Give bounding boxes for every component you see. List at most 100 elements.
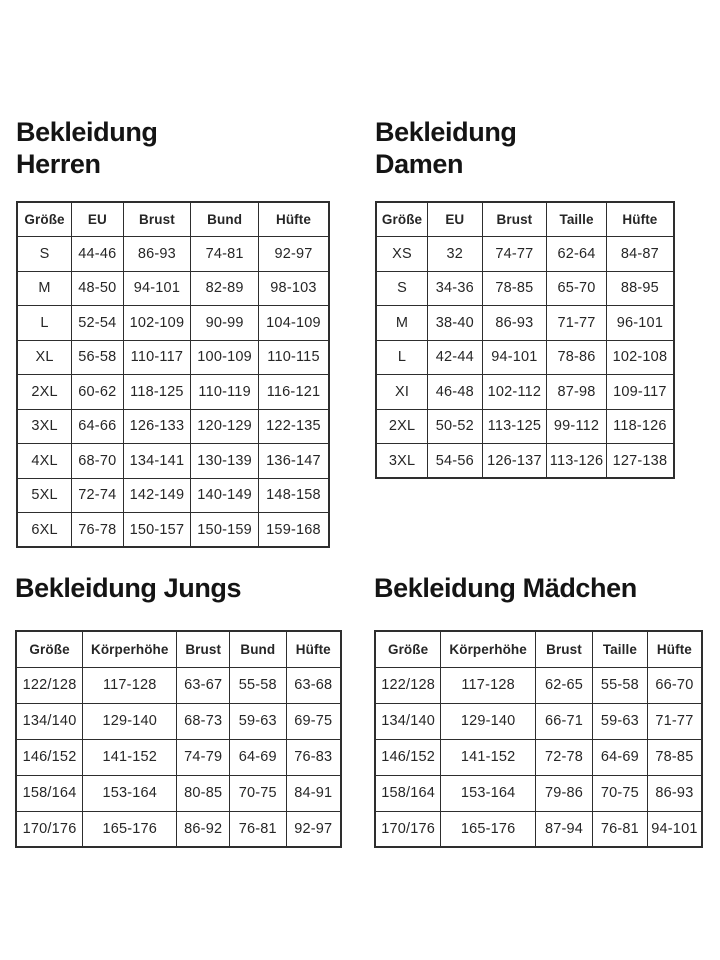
- column-header: Brust: [535, 630, 593, 668]
- table-cell: 64-69: [591, 738, 648, 776]
- section-jungs: Bekleidung Jungs Größe Körperhöhe Brust Bun…: [15, 572, 342, 848]
- column-header: Taille: [591, 630, 648, 668]
- table-cell: 86-92: [176, 810, 231, 848]
- table-cell: 66-70: [646, 666, 703, 704]
- table-cell: 136-147: [257, 443, 330, 479]
- table-cell: 5XL: [16, 477, 73, 513]
- table-cell: 170/176: [374, 810, 442, 848]
- table-cell: 90-99: [190, 305, 259, 341]
- table-row: 4XL 68-70 134-141 130-139 136-147: [16, 443, 330, 479]
- table-cell: L: [16, 305, 73, 341]
- table-cell: 126-137: [481, 443, 548, 479]
- table-cell: 150-159: [190, 512, 259, 548]
- table-cell: 76-78: [71, 512, 124, 548]
- table-cell: 69-75: [285, 702, 342, 740]
- column-header: Körperhöhe: [440, 630, 537, 668]
- table-cell: 109-117: [605, 374, 675, 410]
- table-cell: 134-141: [122, 443, 192, 479]
- column-header: Größe: [375, 201, 429, 237]
- table-row: XS 32 74-77 62-64 84-87: [375, 236, 675, 272]
- table-cell: 42-44: [427, 339, 483, 375]
- table-row: L 52-54 102-109 90-99 104-109: [16, 305, 330, 341]
- table-cell: 74-77: [481, 236, 548, 272]
- table-cell: 80-85: [176, 774, 231, 812]
- table-row: 3XL 54-56 126-137 113-126 127-138: [375, 443, 675, 479]
- table-cell: 113-126: [546, 443, 607, 479]
- maedchen-size-table: Größe Körperhöhe Brust Taille Hüfte 122/128 11…: [374, 630, 703, 848]
- table-cell: 68-70: [71, 443, 124, 479]
- table-cell: 165-176: [82, 810, 178, 848]
- table-cell: 63-67: [176, 666, 231, 704]
- table-cell: 66-71: [535, 702, 593, 740]
- table-cell: 110-117: [122, 339, 192, 375]
- table-row: S 44-46 86-93 74-81 92-97: [16, 236, 330, 272]
- table-cell: 59-63: [229, 702, 287, 740]
- table-cell: 74-81: [190, 236, 259, 272]
- table-header-row: Größe EU Brust Bund Hüfte: [16, 201, 330, 237]
- column-header: Brust: [176, 630, 231, 668]
- table-cell: M: [16, 270, 73, 306]
- table-cell: 122/128: [15, 666, 84, 704]
- table-cell: 142-149: [122, 477, 192, 513]
- table-cell: L: [375, 339, 429, 375]
- table-cell: 64-69: [229, 738, 287, 776]
- table-row: M 48-50 94-101 82-89 98-103: [16, 270, 330, 306]
- table-cell: 87-98: [546, 374, 607, 410]
- column-header: Bund: [190, 201, 259, 237]
- column-header: Hüfte: [285, 630, 342, 668]
- table-cell: 150-157: [122, 512, 192, 548]
- table-cell: 71-77: [546, 305, 607, 341]
- table-cell: 4XL: [16, 443, 73, 479]
- table-cell: 60-62: [71, 374, 124, 410]
- table-cell: 118-125: [122, 374, 192, 410]
- table-cell: 44-46: [71, 236, 124, 272]
- table-cell: 146/152: [15, 738, 84, 776]
- herren-size-table: Größe EU Brust Bund Hüfte S 44-46 86-93 74-81 92-…: [16, 201, 330, 548]
- table-row: 122/128 117-128 63-67 55-58 63-68: [15, 666, 342, 704]
- table-cell: 54-56: [427, 443, 483, 479]
- column-header: Brust: [481, 201, 548, 237]
- column-header: Hüfte: [257, 201, 330, 237]
- table-row: 122/128 117-128 62-65 55-58 66-70: [374, 666, 703, 704]
- table-cell: 3XL: [375, 443, 429, 479]
- column-header: EU: [71, 201, 124, 237]
- table-cell: 52-54: [71, 305, 124, 341]
- table-cell: 122/128: [374, 666, 442, 704]
- table-cell: 94-101: [646, 810, 703, 848]
- table-cell: 78-86: [546, 339, 607, 375]
- table-cell: 158/164: [374, 774, 442, 812]
- jungs-size-table: Größe Körperhöhe Brust Bund Hüfte 122/128 117-…: [15, 630, 342, 848]
- table-cell: 102-108: [605, 339, 675, 375]
- table-row: 158/164 153-164 80-85 70-75 84-91: [15, 774, 342, 812]
- table-cell: 158/164: [15, 774, 84, 812]
- column-header: EU: [427, 201, 483, 237]
- section-title-jungs: Bekleidung Jungs: [15, 572, 342, 604]
- section-herren: Bekleidung Herren Größe EU Brust Bund Hüfte S…: [16, 116, 330, 548]
- table-cell: 140-149: [190, 477, 259, 513]
- table-cell: 62-65: [535, 666, 593, 704]
- title-line: Bekleidung Mädchen: [374, 573, 637, 603]
- table-cell: 141-152: [82, 738, 178, 776]
- table-cell: 71-77: [646, 702, 703, 740]
- table-cell: 2XL: [16, 374, 73, 410]
- table-cell: 94-101: [481, 339, 548, 375]
- table-cell: 98-103: [257, 270, 330, 306]
- table-cell: 46-48: [427, 374, 483, 410]
- table-cell: 86-93: [481, 305, 548, 341]
- table-cell: 134/140: [374, 702, 442, 740]
- column-header: Körperhöhe: [82, 630, 178, 668]
- column-header: Bund: [229, 630, 287, 668]
- section-damen: Bekleidung Damen Größe EU Brust Taille Hüfte…: [375, 116, 675, 479]
- table-row: 134/140 129-140 68-73 59-63 69-75: [15, 702, 342, 740]
- table-row: 146/152 141-152 74-79 64-69 76-83: [15, 738, 342, 776]
- section-title-damen: Bekleidung Damen: [375, 116, 675, 180]
- table-cell: 2XL: [375, 408, 429, 444]
- table-cell: 126-133: [122, 408, 192, 444]
- table-header-row: Größe Körperhöhe Brust Bund Hüfte: [15, 630, 342, 668]
- table-cell: 96-101: [605, 305, 675, 341]
- table-row: 5XL 72-74 142-149 140-149 148-158: [16, 477, 330, 513]
- table-cell: 34-36: [427, 270, 483, 306]
- table-row: XI 46-48 102-112 87-98 109-117: [375, 374, 675, 410]
- table-cell: 76-81: [229, 810, 287, 848]
- table-cell: 146/152: [374, 738, 442, 776]
